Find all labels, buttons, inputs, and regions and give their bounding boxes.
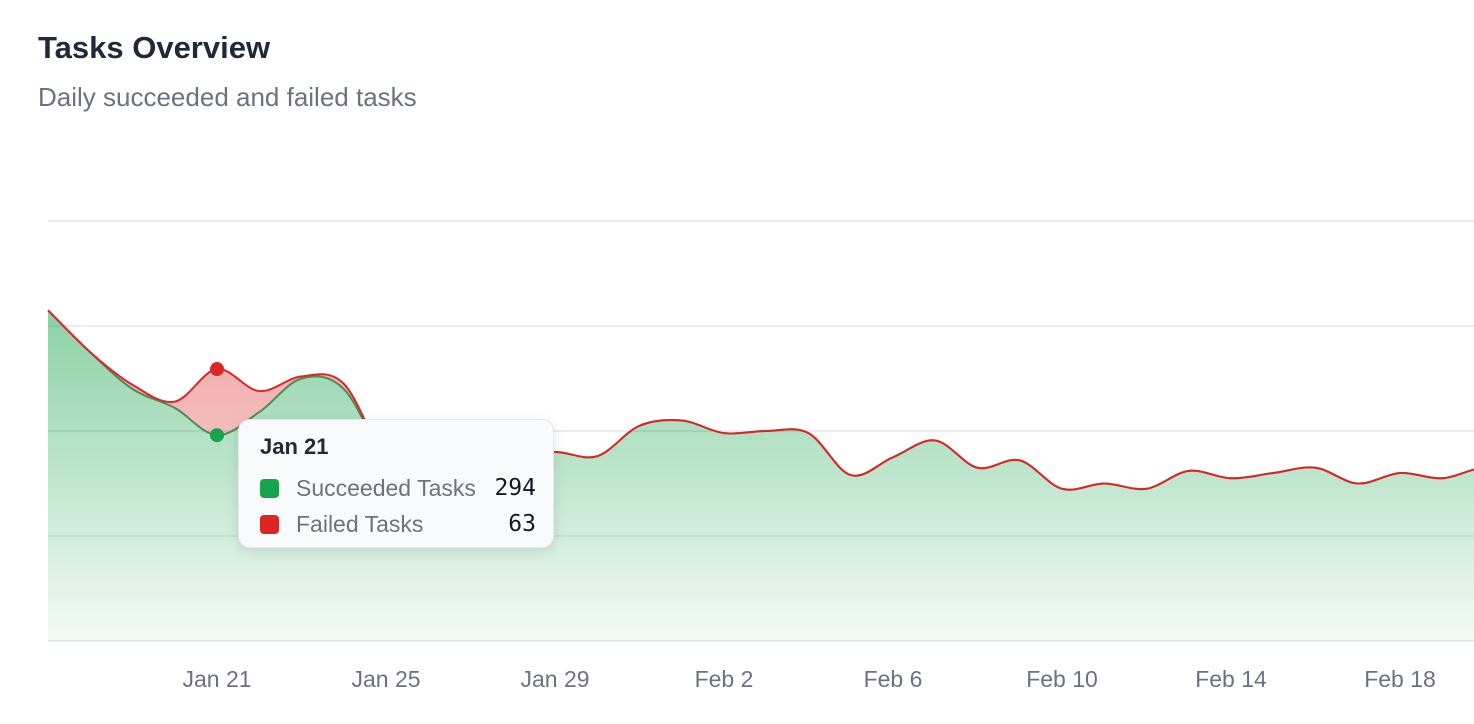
x-tick-label: Feb 14 (1195, 666, 1267, 692)
x-axis-ticks: Jan 21 Jan 25 Jan 29 Feb 2 Feb 6 Feb 10 Feb 14… (182, 666, 1435, 692)
failed-swatch-icon (260, 515, 279, 534)
chart-subtitle: Daily succeeded and failed tasks (38, 82, 417, 112)
failed-line (47, 309, 1474, 517)
tooltip-row-failed: Failed Tasks 63 (260, 511, 536, 539)
tooltip-value: 294 (494, 475, 536, 501)
tooltip-date: Jan 21 (260, 434, 329, 459)
succeeded-point (210, 428, 224, 443)
tooltip-row-succeeded: Succeeded Tasks 294 (260, 475, 536, 503)
x-tick-label: Feb 6 (864, 666, 923, 692)
failed-point (210, 362, 224, 377)
x-tick-label: Jan 25 (351, 666, 420, 692)
succeeded-area (48, 310, 1474, 641)
chart-tooltip: Jan 21 Succeeded Tasks 294 Failed Tasks … (238, 419, 554, 548)
tooltip-value: 63 (508, 511, 536, 537)
chart-title: Tasks Overview (38, 30, 271, 65)
series-areas (47, 309, 1474, 641)
x-tick-label: Jan 21 (182, 666, 251, 692)
succeeded-swatch-icon (260, 479, 279, 498)
x-tick-label: Feb 10 (1026, 666, 1098, 692)
hover-markers (210, 362, 224, 443)
tooltip-label: Succeeded Tasks (296, 475, 476, 501)
x-tick-label: Feb 2 (695, 666, 754, 692)
x-tick-label: Feb 18 (1364, 666, 1436, 692)
tooltip-label: Failed Tasks (296, 511, 424, 537)
x-tick-label: Jan 29 (520, 666, 589, 692)
